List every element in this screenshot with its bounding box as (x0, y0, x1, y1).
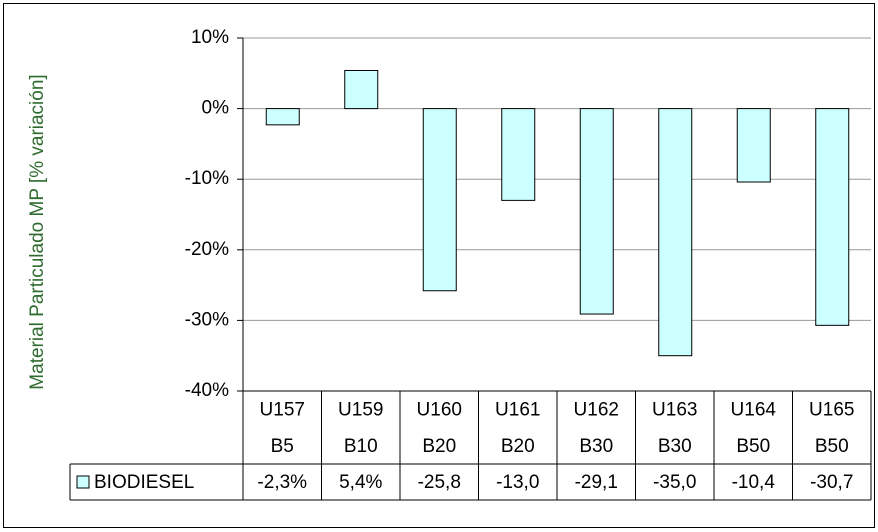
x-tick-label: U160 (417, 400, 462, 421)
x-tick-label: B50 (736, 436, 770, 457)
y-tick-label: -40% (185, 380, 229, 401)
x-tick-label: B5 (271, 436, 294, 457)
y-axis-label: Material Particulado MP [% variación] (27, 74, 48, 389)
x-tick-label: B10 (344, 436, 378, 457)
data-label: -13,0 (496, 472, 539, 493)
x-tick-label: B30 (658, 436, 692, 457)
bar (501, 108, 536, 201)
bar (658, 108, 693, 357)
y-tick-label: 10% (191, 27, 229, 48)
legend-label: BIODIESEL (94, 472, 194, 493)
x-tick-label: U164 (731, 400, 777, 421)
legend-swatch (76, 475, 90, 489)
data-label: 5,4% (339, 472, 382, 493)
data-label: -2,3% (257, 472, 307, 493)
x-tick-label: U157 (260, 400, 305, 421)
bar (422, 108, 457, 292)
x-tick-label: B20 (422, 436, 456, 457)
bar (344, 69, 379, 110)
x-tick-label: B30 (579, 436, 613, 457)
x-tick-label: U163 (652, 400, 697, 421)
data-label: -10,4 (732, 472, 776, 493)
x-tick-label: B20 (501, 436, 535, 457)
x-tick-label: B50 (815, 436, 849, 457)
y-tick-label: -10% (185, 168, 229, 189)
y-tick-label: -20% (185, 239, 229, 260)
data-label: -30,7 (810, 472, 853, 493)
x-tick-label: U165 (809, 400, 854, 421)
x-tick-label: U159 (338, 400, 383, 421)
y-tick-label: -30% (185, 309, 229, 330)
bar (265, 108, 300, 126)
data-label: -35,0 (653, 472, 696, 493)
bar (815, 108, 850, 326)
x-tick-label: U161 (495, 400, 540, 421)
data-label: -29,1 (575, 472, 618, 493)
data-label: -25,8 (418, 472, 461, 493)
x-tick-label: U162 (574, 400, 619, 421)
bar (736, 108, 771, 183)
y-tick-label: 0% (202, 98, 230, 119)
bar (579, 108, 614, 315)
